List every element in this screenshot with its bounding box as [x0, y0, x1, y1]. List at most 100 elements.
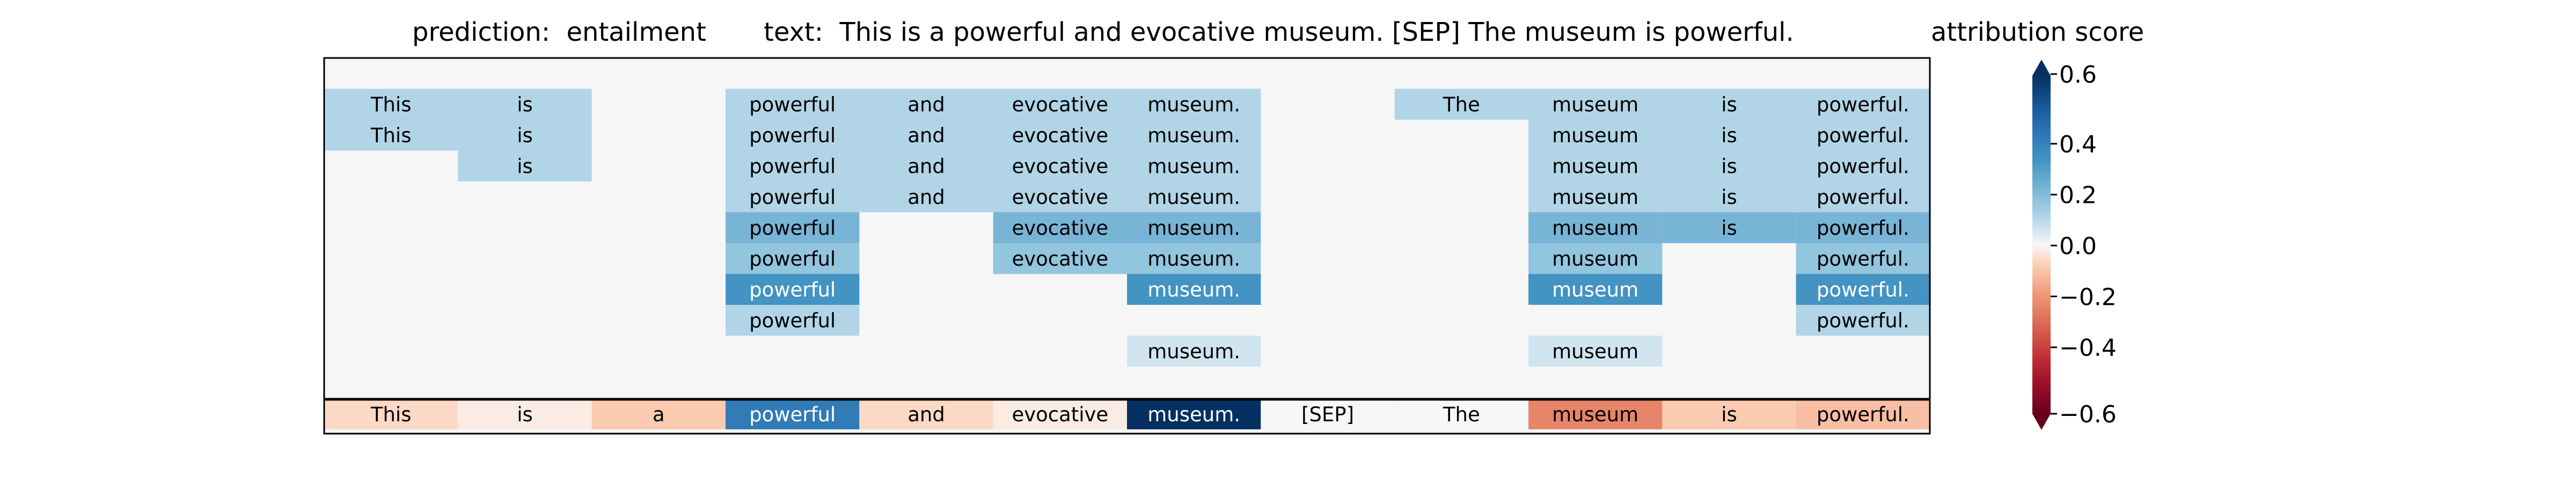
- colorbar-extend-top: [2032, 60, 2051, 76]
- heat-cell-label: is: [517, 93, 533, 116]
- heat-cell: [1127, 120, 1261, 151]
- attribution-token-label: museum: [1552, 403, 1638, 426]
- heat-cell: [324, 120, 458, 151]
- heat-cell-label: powerful.: [1817, 278, 1909, 301]
- heat-cell-label: museum.: [1147, 155, 1240, 178]
- heat-cell-label: powerful.: [1817, 216, 1909, 239]
- heat-cell-label: museum.: [1147, 216, 1240, 239]
- prediction-title: prediction: entailment: [412, 17, 706, 47]
- attribution-token-label: a: [653, 403, 665, 426]
- heat-cell: [458, 120, 592, 151]
- heat-cell-label: powerful.: [1817, 247, 1909, 270]
- heat-cell: [993, 120, 1127, 151]
- heat-cell-label: powerful: [749, 278, 836, 301]
- heatmap-frame: [323, 57, 1931, 435]
- heat-cell: [324, 89, 458, 120]
- heat-cell: [1528, 181, 1663, 213]
- heat-cell: [1662, 89, 1796, 120]
- heat-cell: [1796, 243, 1930, 274]
- heat-cell-label: and: [908, 186, 945, 209]
- heat-cell: [1528, 150, 1663, 181]
- heat-cell-label: powerful.: [1817, 93, 1909, 116]
- heat-cell: [859, 89, 993, 120]
- heat-cell: [726, 274, 860, 305]
- attribution-token-label: [SEP]: [1301, 403, 1354, 426]
- heat-cell-label: is: [1721, 216, 1737, 239]
- heat-cell-label: powerful.: [1817, 309, 1909, 332]
- heat-cell-label: is: [517, 124, 533, 147]
- heat-cell: [859, 120, 993, 151]
- heat-cell-label: powerful: [749, 247, 836, 270]
- heat-cell-label: museum: [1552, 247, 1638, 270]
- heat-cell: [726, 89, 860, 120]
- heat-cell-label: museum.: [1147, 278, 1240, 301]
- colorbar-tick-label: −0.6: [2059, 401, 2117, 428]
- heat-cell-label: evocative: [1012, 155, 1108, 178]
- attribution-token-label: is: [1721, 403, 1737, 426]
- heat-cell: [1528, 120, 1663, 151]
- heat-cell: [1528, 89, 1663, 120]
- heat-cell: [993, 212, 1127, 243]
- heat-cell: [1127, 181, 1261, 213]
- heat-cell: [1528, 335, 1663, 367]
- attribution-token-label: is: [517, 403, 533, 426]
- heat-cell: [1796, 150, 1930, 181]
- attribution-cell: [726, 399, 860, 429]
- attribution-token-label: and: [908, 403, 945, 426]
- heat-cell-label: The: [1443, 93, 1480, 116]
- heat-cell: [993, 243, 1127, 274]
- attribution-cell: [993, 399, 1127, 429]
- heat-cell: [726, 305, 860, 336]
- heat-cell-label: museum: [1552, 124, 1638, 147]
- heat-cell: [1662, 150, 1796, 181]
- attribution-token-label: museum.: [1147, 403, 1240, 426]
- heat-cell-label: powerful.: [1817, 186, 1909, 209]
- heat-cell: [1796, 89, 1930, 120]
- colorbar: [2032, 76, 2051, 414]
- attribution-cell: [591, 399, 726, 429]
- heat-cell: [1796, 212, 1930, 243]
- heat-cell-label: powerful.: [1817, 155, 1909, 178]
- heat-cell-label: museum: [1552, 278, 1638, 301]
- colorbar-tick-label: −0.2: [2059, 283, 2117, 311]
- heat-cell-label: and: [908, 93, 945, 116]
- heat-cell-label: This: [370, 124, 412, 147]
- heat-cell-label: evocative: [1012, 247, 1108, 270]
- heat-cell-label: evocative: [1012, 186, 1108, 209]
- heat-cell: [1796, 305, 1930, 336]
- attribution-token-label: evocative: [1012, 403, 1108, 426]
- heat-cell-label: museum.: [1147, 93, 1240, 116]
- heat-cell: [1127, 89, 1261, 120]
- heat-cell-label: museum.: [1147, 124, 1240, 147]
- heat-cell: [993, 181, 1127, 213]
- heat-cell: [1127, 335, 1261, 367]
- heat-cell-label: evocative: [1012, 124, 1108, 147]
- attribution-cell: [1528, 399, 1663, 429]
- attribution-cell: [324, 399, 458, 429]
- heat-cell-label: museum.: [1147, 186, 1240, 209]
- colorbar-tick-label: 0.2: [2059, 182, 2097, 209]
- heat-cell-label: museum: [1552, 340, 1638, 363]
- heat-cell: [1528, 243, 1663, 274]
- heat-cell-label: museum: [1552, 216, 1638, 239]
- attribution-cell: [1394, 399, 1528, 429]
- attribution-cell: [1261, 399, 1395, 429]
- heat-cell: [1662, 120, 1796, 151]
- attribution-token-label: This: [370, 403, 412, 426]
- attribution-token-label: powerful.: [1817, 403, 1909, 426]
- heat-cell: [1796, 181, 1930, 213]
- heat-cell: [1394, 89, 1528, 120]
- attribution-cell: [859, 399, 993, 429]
- heat-cell-label: evocative: [1012, 216, 1108, 239]
- heat-cell: [1796, 120, 1930, 151]
- heat-cell-label: This: [370, 93, 412, 116]
- heat-cell: [1662, 181, 1796, 213]
- heat-cell-label: museum.: [1147, 340, 1240, 363]
- heat-cell-label: powerful: [749, 216, 836, 239]
- colorbar-tick-label: −0.4: [2059, 334, 2117, 362]
- heat-cell: [1127, 243, 1261, 274]
- attribution-cell: [1127, 399, 1261, 429]
- heat-cell-label: evocative: [1012, 93, 1108, 116]
- attribution-token-label: The: [1443, 403, 1480, 426]
- heat-cell-label: powerful: [749, 93, 836, 116]
